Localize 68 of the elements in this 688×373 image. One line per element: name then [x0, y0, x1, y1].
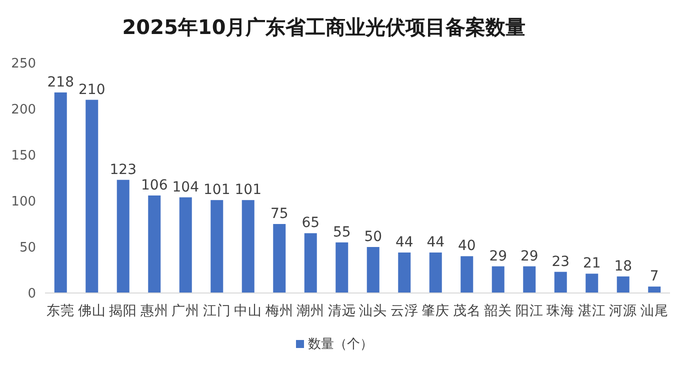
- x-tick-label: 清远: [328, 303, 356, 319]
- data-label: 123: [110, 162, 136, 178]
- data-label: 44: [395, 234, 414, 251]
- x-tick-label: 佛山: [78, 303, 106, 319]
- x-tick-label: 东莞: [46, 303, 75, 319]
- data-label: 210: [78, 82, 106, 98]
- x-tick-label: 江门: [202, 303, 231, 319]
- data-label: 23: [552, 254, 570, 270]
- bar: [554, 272, 567, 293]
- bar: [366, 247, 380, 293]
- bar: [586, 274, 598, 293]
- x-tick-label: 梅州: [264, 303, 294, 319]
- data-label: 44: [426, 234, 445, 251]
- bar: [210, 200, 224, 293]
- data-label: 75: [270, 206, 288, 222]
- bar: [492, 266, 504, 293]
- x-tick-label: 汕头: [359, 303, 388, 319]
- data-label: 7: [650, 268, 659, 285]
- bar: [86, 100, 98, 293]
- x-tick-label: 湛江: [578, 303, 606, 319]
- data-label: 40: [458, 238, 476, 254]
- bar: [336, 242, 348, 293]
- y-tick-label: 50: [19, 240, 36, 256]
- chart-title: 2025年10月广东省工商业光伏项目备案数量: [122, 15, 526, 39]
- bar: [398, 252, 411, 293]
- x-tick-label: 潮州: [296, 303, 325, 319]
- y-tick-label: 100: [11, 194, 36, 210]
- x-tick-label: 云浮: [390, 303, 418, 319]
- data-label: 218: [47, 74, 74, 90]
- bar: [148, 195, 161, 293]
- data-label: 65: [302, 215, 320, 232]
- x-tick-label: 茂名: [452, 303, 481, 319]
- data-label: 18: [614, 258, 632, 274]
- data-label: 29: [520, 248, 538, 264]
- y-tick-label: 250: [11, 56, 36, 72]
- x-tick-label: 肇庆: [422, 303, 450, 319]
- bar: [54, 92, 67, 293]
- data-label: 106: [141, 177, 168, 194]
- legend-label: 数量（个）: [308, 337, 373, 352]
- x-tick-label: 揭阳: [109, 303, 138, 319]
- y-tick-label: 200: [11, 102, 36, 118]
- data-label: 104: [172, 179, 200, 196]
- data-label: 101: [234, 182, 262, 198]
- x-tick-label: 韶关: [484, 303, 512, 319]
- data-label: 50: [364, 229, 382, 245]
- x-tick-label: 广州: [172, 303, 200, 319]
- bar: [179, 197, 192, 293]
- x-tick-label: 中山: [234, 303, 262, 319]
- data-label: 21: [582, 256, 601, 272]
- bar: [429, 252, 442, 293]
- y-tick-label: 0: [28, 286, 36, 302]
- x-tick-label: 汕尾: [640, 303, 668, 319]
- y-tick-label: 150: [11, 148, 36, 164]
- bar: [242, 200, 254, 293]
- bar: [116, 180, 130, 293]
- x-tick-label: 阳江: [515, 303, 544, 319]
- bar: [304, 233, 317, 293]
- bar: [616, 276, 630, 293]
- bar: [523, 266, 536, 293]
- bar: [648, 286, 661, 293]
- data-label: 29: [489, 248, 508, 264]
- bar: [460, 256, 474, 293]
- x-tick-label: 惠州: [139, 303, 168, 319]
- data-label: 55: [332, 224, 351, 240]
- x-tick-label: 珠海: [546, 303, 575, 319]
- data-label: 101: [204, 182, 230, 198]
- bar: [273, 224, 286, 293]
- x-tick-label: 河源: [609, 303, 638, 319]
